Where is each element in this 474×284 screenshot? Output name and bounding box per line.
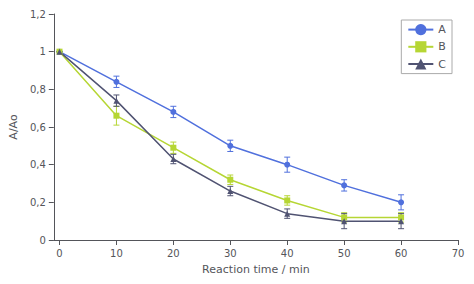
svg-text:0,6: 0,6 xyxy=(30,122,46,133)
svg-text:1,2: 1,2 xyxy=(30,9,46,20)
svg-text:0,2: 0,2 xyxy=(30,197,46,208)
svg-text:0: 0 xyxy=(39,235,45,246)
svg-text:C: C xyxy=(438,58,446,71)
svg-text:B: B xyxy=(438,40,446,53)
svg-text:30: 30 xyxy=(224,248,237,259)
svg-text:60: 60 xyxy=(395,248,408,259)
svg-text:1: 1 xyxy=(39,46,45,57)
svg-text:20: 20 xyxy=(167,248,180,259)
svg-text:A/Ao: A/Ao xyxy=(7,114,20,140)
svg-text:10: 10 xyxy=(110,248,123,259)
svg-text:50: 50 xyxy=(338,248,351,259)
svg-text:70: 70 xyxy=(452,248,465,259)
svg-text:0,4: 0,4 xyxy=(30,159,46,170)
svg-text:0,8: 0,8 xyxy=(30,84,46,95)
svg-text:Reaction time / min: Reaction time / min xyxy=(202,263,310,276)
svg-text:40: 40 xyxy=(281,248,294,259)
svg-text:0: 0 xyxy=(56,248,62,259)
svg-text:A: A xyxy=(438,23,446,36)
